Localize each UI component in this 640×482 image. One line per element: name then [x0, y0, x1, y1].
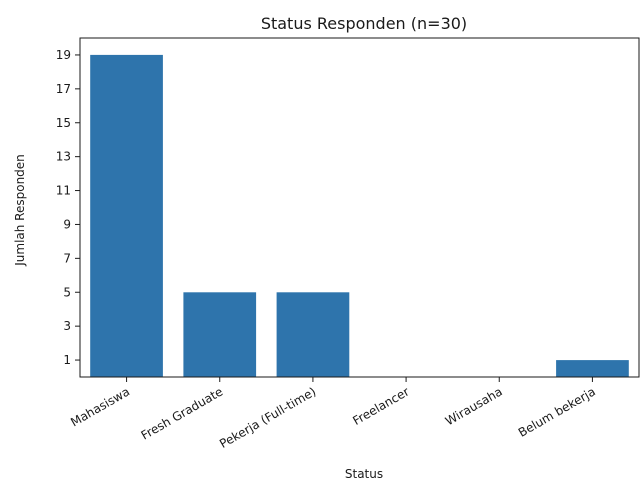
y-tick-label: 7 — [63, 251, 71, 265]
y-tick-label: 3 — [63, 319, 71, 333]
y-axis-label: Jumlah Responden — [13, 154, 27, 267]
x-tick-label: Mahasiswa — [68, 384, 132, 429]
y-tick-label: 1 — [63, 353, 71, 367]
y-tick-label: 11 — [56, 184, 71, 198]
y-tick-label: 9 — [63, 217, 71, 231]
chart-title: Status Responden (n=30) — [261, 14, 467, 33]
y-tick-label: 17 — [56, 82, 71, 96]
axes-frame — [79, 37, 640, 378]
bar-belum-bekerja — [556, 360, 629, 377]
y-tick-label: 19 — [56, 48, 71, 62]
bar-fresh-graduate — [183, 292, 257, 378]
x-tick-label: Fresh Graduate — [139, 384, 226, 442]
x-axis-label: Status — [345, 467, 383, 481]
x-tick-label: Wirausaha — [443, 384, 505, 428]
bar-mahasiswa — [90, 54, 163, 378]
x-tick-label: Freelancer — [350, 384, 411, 427]
y-tick-label: 5 — [63, 285, 71, 299]
x-tick-label: Pekerja (Full-time) — [217, 384, 318, 451]
y-tick-label: 13 — [56, 150, 71, 164]
bar-pekerja-full-time — [276, 292, 350, 378]
y-tick-label: 15 — [56, 116, 71, 130]
x-tick-label: Belum bekerja — [516, 384, 598, 439]
